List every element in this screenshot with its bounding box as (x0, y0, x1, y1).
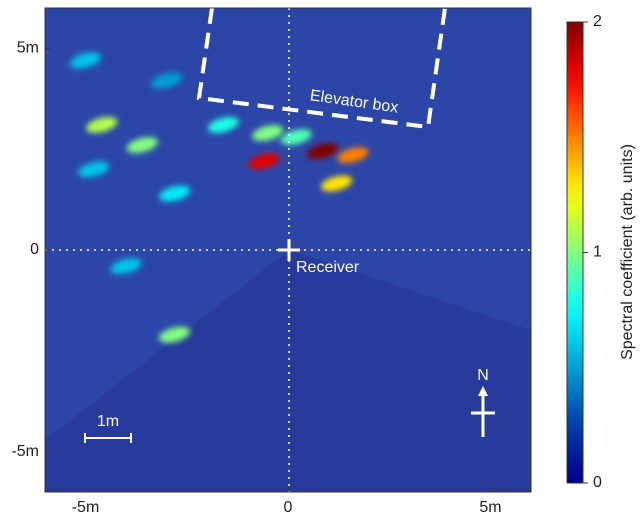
colorbar-label: Spectral coefficient (arb. units) (619, 144, 636, 360)
hotspot (86, 117, 118, 133)
hotspot (248, 153, 280, 170)
receiver-label: Receiver (296, 259, 360, 276)
y-tick-label: 5m (17, 40, 39, 57)
hotspot (207, 117, 239, 133)
heatmap-field (45, 8, 531, 492)
hotspot (159, 326, 191, 343)
dark-region (45, 250, 531, 492)
y-tick-label: -5m (11, 443, 39, 460)
colorbar (566, 21, 584, 484)
hotspot (321, 175, 353, 192)
hotspot (159, 185, 191, 202)
x-tick-label: -5m (72, 499, 100, 516)
scale-label: 1m (97, 413, 119, 430)
hotspot (150, 72, 183, 89)
x-tick-label: 5m (479, 499, 501, 516)
elevator-box (196, 7, 447, 130)
hotspot (306, 143, 338, 160)
x-tick-label: 0 (284, 499, 293, 516)
y-tick-label: 0 (30, 241, 39, 258)
colorbar-tick-label: 1 (593, 244, 602, 261)
hotspot (126, 137, 158, 154)
hotspot (78, 161, 110, 178)
colorbar-tick-label: 0 (593, 474, 602, 491)
hotspot (252, 125, 284, 141)
north-label: N (477, 367, 489, 384)
hotspot (337, 147, 369, 164)
colorbar-tick-label: 2 (593, 13, 602, 30)
hotspot (69, 52, 102, 69)
hotspot (110, 258, 142, 275)
north-arrowhead (478, 386, 488, 396)
